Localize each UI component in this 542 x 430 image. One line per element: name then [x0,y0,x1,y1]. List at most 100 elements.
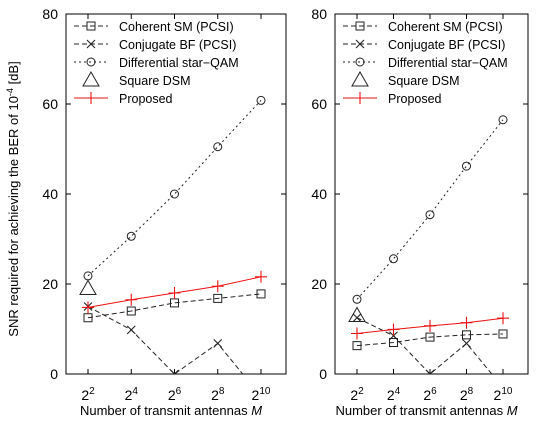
series-0 [352,329,508,351]
data-point [79,279,97,295]
y-tick-label: 80 [42,6,58,22]
y-tick-label: 40 [311,186,327,202]
data-point [497,312,509,325]
legend-marker [351,70,369,87]
legend-item: Square DSM [351,70,460,88]
plot-area [79,95,267,374]
data-point [425,369,435,374]
legend: Coherent SM (PCSI) Conjugate BF (PCSI) Dif… [343,20,508,106]
data-point [255,270,267,283]
x-tick-label: 26 [168,386,182,403]
legend-marker [355,57,365,67]
legend-item: Conjugate BF (PCSI) [74,38,236,52]
x-tick-label: 210 [494,386,513,403]
series-line [356,333,504,347]
data-point [389,338,398,347]
y-tick-label: 60 [311,96,327,112]
x-axis-label: Number of transmit antennas M [335,403,517,418]
x-tick-label: 24 [125,386,139,403]
series-line [87,293,262,319]
data-point [348,306,366,322]
series-3 [348,306,366,322]
x-axis-label: Number of transmit antennas M [80,403,262,418]
legend-marker [82,70,100,87]
data-point [125,293,138,306]
y-axis-label: SNR required for achieving the BER of 10… [5,61,21,336]
legend-item: Proposed [343,92,442,106]
x-tick-label: 28 [460,386,474,403]
series-4 [82,270,267,314]
data-point [256,289,266,299]
legend-item: Coherent SM (PCSI) [74,20,234,34]
x-tick-label: 22 [350,386,364,403]
legend-item: Square DSM [82,70,191,88]
legend-marker [355,39,365,49]
legend: Coherent SM (PCSI) Conjugate BF (PCSI) Dif… [74,20,239,106]
series-1 [83,302,244,374]
series-2 [352,115,508,304]
y-tick-label: 20 [42,276,58,292]
legend-marker [86,57,96,67]
data-point [425,210,435,220]
y-tick-label: 60 [42,96,58,112]
series-line [356,119,504,300]
x-tick-label: 28 [211,386,225,403]
legend-item: Differential star−QAM [74,56,239,70]
data-point [211,280,224,293]
x-tick-label: 26 [423,386,437,403]
legend-item: Differential star−QAM [343,56,508,70]
data-point [83,313,93,323]
data-point [352,341,362,351]
data-point [126,306,136,316]
data-point [213,339,223,348]
legend-label: Square DSM [388,74,460,88]
data-point [352,294,362,304]
legend-marker [86,39,96,49]
data-point [170,369,179,374]
y-tick-label: 0 [319,366,327,382]
data-point [460,316,473,329]
legend-label: Conjugate BF (PCSI) [119,38,236,52]
series-2 [83,95,266,281]
data-point [256,95,266,105]
data-point [126,231,136,241]
legend-label: Proposed [388,92,442,106]
data-point [352,313,362,323]
series-3 [79,279,97,295]
legend-item: Coherent SM (PCSI) [343,20,503,34]
y-tick-label: 40 [42,186,58,202]
x-tick-label: 22 [81,386,95,403]
x-tick-label: 210 [252,386,271,403]
series-1 [352,313,493,374]
legend-label: Square DSM [119,74,191,88]
data-point [213,293,223,303]
data-point [213,142,223,152]
legend-label: Coherent SM (PCSI) [119,20,234,34]
y-tick-label: 80 [311,6,327,22]
data-point [425,332,435,342]
data-point [82,301,94,314]
series-line [356,317,493,374]
legend-label: Conjugate BF (PCSI) [388,38,505,52]
data-point [351,327,363,340]
data-point [126,325,136,335]
series-line [87,306,244,374]
plot-area [348,115,509,374]
data-point [168,287,181,299]
data-point [387,323,400,336]
data-point [389,331,398,341]
data-point [389,254,398,264]
legend-marker [86,21,96,31]
series-4 [351,312,509,340]
legend-label: Differential star−QAM [388,56,508,70]
data-point [170,189,179,199]
data-point [424,319,436,332]
y-tick-label: 0 [50,366,58,382]
data-point [462,330,471,340]
series-line [87,100,262,277]
legend-item: Conjugate BF (PCSI) [343,38,505,52]
y-tick-label: 20 [311,276,327,292]
